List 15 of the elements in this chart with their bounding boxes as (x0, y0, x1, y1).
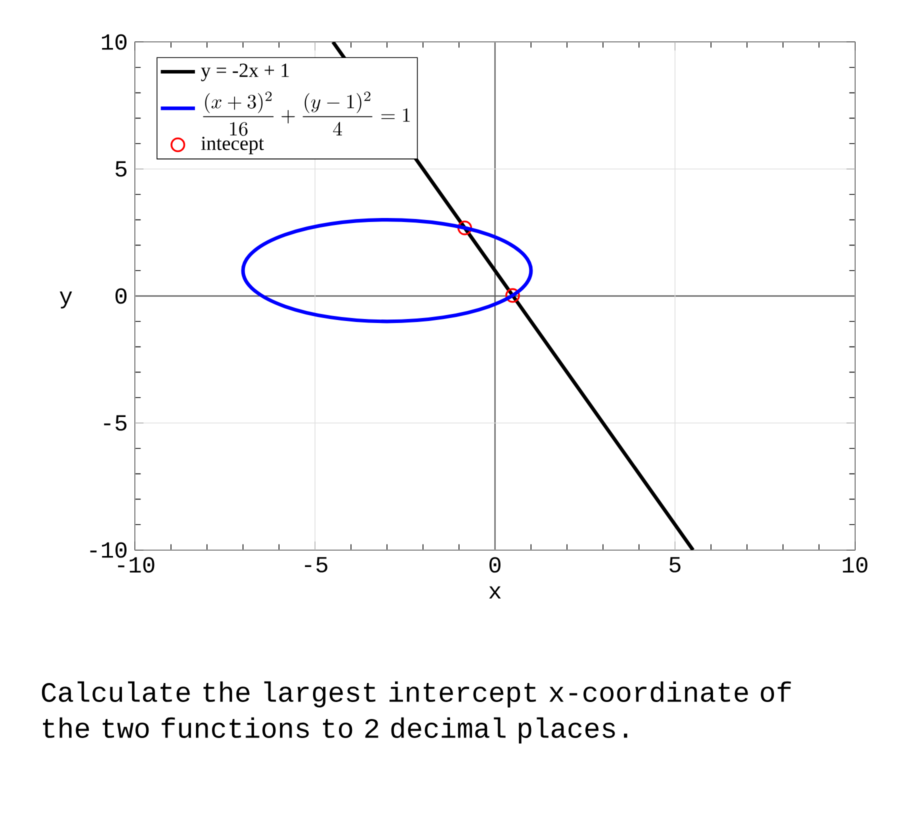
y-tick-label: 5 (116, 161, 126, 177)
y-tick-label: -5 (104, 415, 126, 431)
x-tick-label: -5 (304, 557, 328, 572)
y-tick-label: 0 (116, 288, 127, 304)
x-axis-title: x (489, 586, 501, 599)
legend-label: intecept (201, 136, 264, 154)
x-tick-label: 10 (842, 557, 868, 573)
legend-label: y = -2x + 1 (200, 64, 289, 82)
y-axis-title: y (60, 292, 72, 308)
legend-label: $\frac{(x+3)^2}{16}+\frac{(y-1)^2}{4}=1$ (203, 92, 410, 136)
y-tick-label: 10 (102, 34, 127, 50)
x-tick-label: 5 (670, 557, 680, 572)
y-tick-label: -10 (90, 542, 127, 558)
x-tick-label: 0 (489, 557, 500, 573)
text: Calculate the largest intercept x-coordinate of the two functions to 2 decimal places. (42, 681, 791, 744)
